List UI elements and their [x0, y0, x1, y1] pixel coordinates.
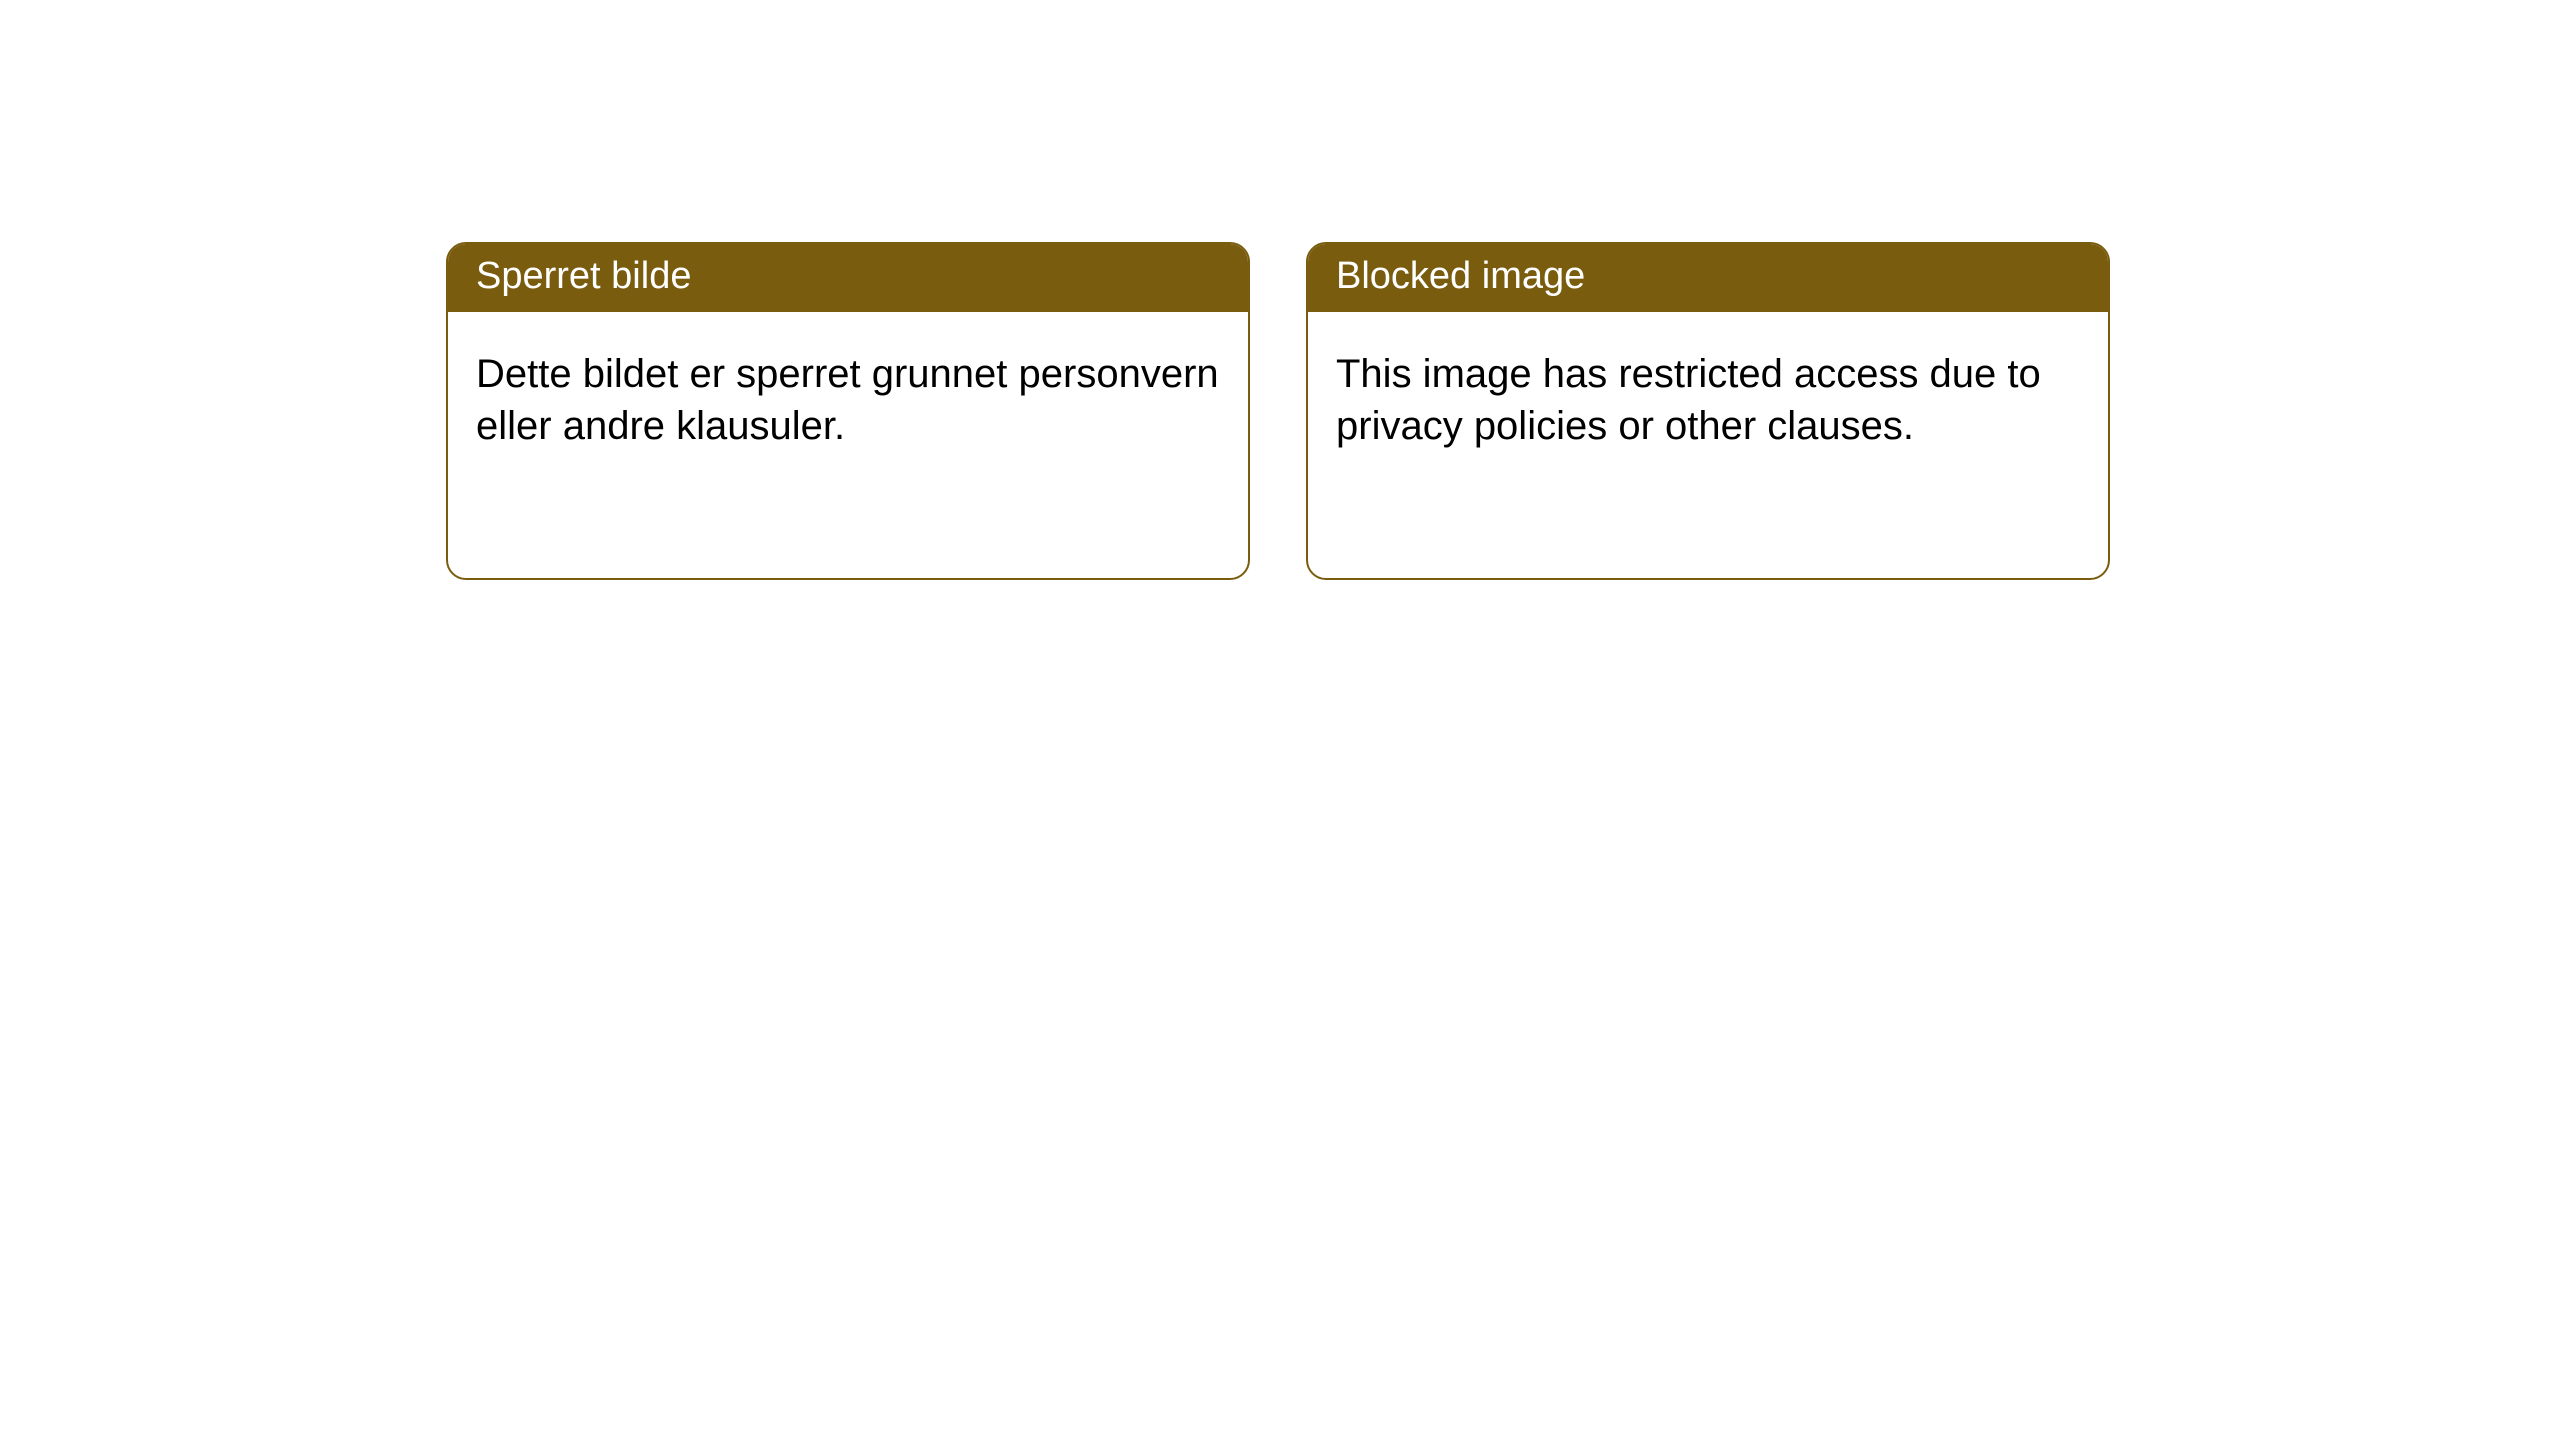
- cards-container: Sperret bilde Dette bildet er sperret gr…: [0, 0, 2560, 580]
- card-body: Dette bildet er sperret grunnet personve…: [448, 312, 1248, 480]
- card-title: Blocked image: [1336, 255, 1585, 297]
- notice-card-norwegian: Sperret bilde Dette bildet er sperret gr…: [446, 242, 1250, 580]
- card-body: This image has restricted access due to …: [1308, 312, 2108, 480]
- card-header: Sperret bilde: [448, 244, 1248, 312]
- card-header: Blocked image: [1308, 244, 2108, 312]
- card-body-text: Dette bildet er sperret grunnet personve…: [476, 352, 1219, 448]
- card-title: Sperret bilde: [476, 255, 691, 297]
- card-body-text: This image has restricted access due to …: [1336, 352, 2041, 448]
- notice-card-english: Blocked image This image has restricted …: [1306, 242, 2110, 580]
